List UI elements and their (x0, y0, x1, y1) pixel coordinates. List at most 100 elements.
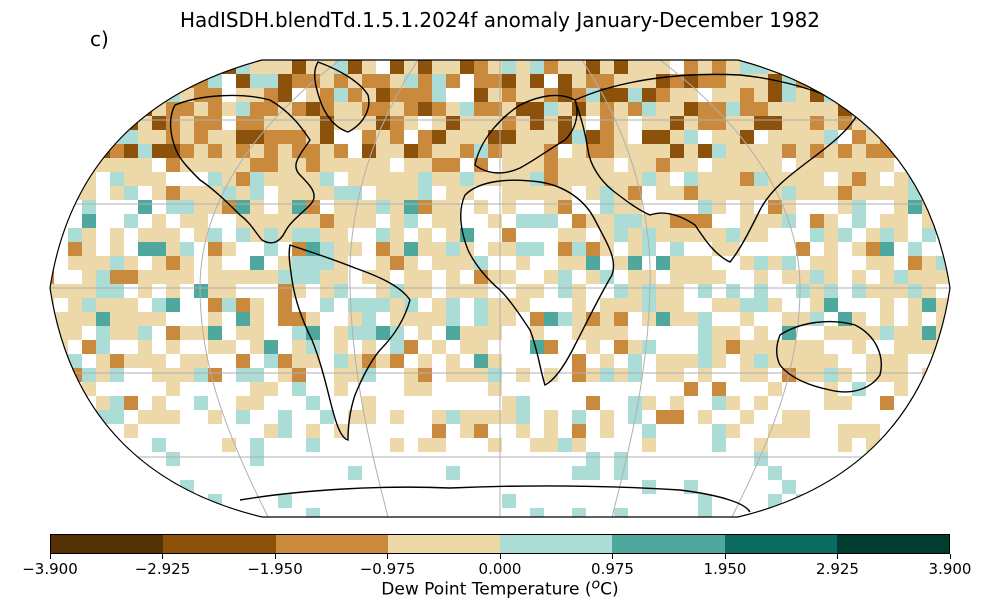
anomaly-cell (180, 88, 194, 102)
anomaly-cell (166, 452, 180, 466)
anomaly-cell (628, 88, 642, 102)
anomaly-cell (754, 74, 768, 88)
anomaly-cell (180, 326, 194, 340)
anomaly-cell (838, 228, 852, 242)
colorbar-segment (724, 535, 837, 553)
colorbar-segment (163, 535, 276, 553)
anomaly-cell (446, 228, 460, 242)
anomaly-cell (936, 102, 950, 116)
anomaly-cell (824, 158, 838, 172)
anomaly-cell (250, 452, 264, 466)
anomaly-cell (852, 424, 866, 438)
anomaly-cell (180, 116, 194, 130)
anomaly-cell (544, 438, 558, 452)
anomaly-cell (96, 312, 110, 326)
anomaly-cell (348, 410, 362, 424)
anomaly-cell (82, 60, 96, 74)
anomaly-cell (152, 396, 166, 410)
anomaly-cell (656, 144, 670, 158)
anomaly-cell (124, 158, 138, 172)
anomaly-cell (768, 158, 782, 172)
anomaly-cell (782, 312, 796, 326)
anomaly-cell (348, 172, 362, 186)
anomaly-cell (712, 172, 726, 186)
anomaly-cell (404, 242, 418, 256)
anomaly-cell (362, 102, 376, 116)
colorbar-tick (724, 554, 726, 559)
anomaly-cell (488, 410, 502, 424)
anomaly-cell (180, 508, 194, 517)
anomaly-cell (390, 214, 404, 228)
anomaly-cell (208, 130, 222, 144)
anomaly-cell (166, 256, 180, 270)
anomaly-cell (138, 508, 152, 517)
anomaly-cell (278, 368, 292, 382)
anomaly-cell (110, 256, 124, 270)
anomaly-cell (614, 466, 628, 480)
anomaly-cell (782, 270, 796, 284)
anomaly-cell (124, 74, 138, 88)
anomaly-cell (110, 508, 124, 517)
anomaly-cell (390, 144, 404, 158)
anomaly-cell (278, 298, 292, 312)
anomaly-cell (754, 284, 768, 298)
anomaly-cell (236, 88, 250, 102)
anomaly-cell (712, 60, 726, 74)
anomaly-cell (474, 326, 488, 340)
anomaly-cell (908, 200, 922, 214)
anomaly-cell (922, 88, 936, 102)
anomaly-cell (306, 396, 320, 410)
anomaly-cell (208, 228, 222, 242)
anomaly-cell (866, 60, 880, 74)
anomaly-cell (880, 256, 894, 270)
anomaly-cell (404, 382, 418, 396)
anomaly-cell (712, 228, 726, 242)
anomaly-cell (656, 186, 670, 200)
anomaly-cell (810, 144, 824, 158)
anomaly-cell (278, 116, 292, 130)
anomaly-cell (754, 270, 768, 284)
anomaly-cell (208, 116, 222, 130)
anomaly-cell (824, 256, 838, 270)
anomaly-cell (124, 424, 138, 438)
anomaly-cell (474, 60, 488, 74)
anomaly-cell (698, 410, 712, 424)
anomaly-cell (824, 60, 838, 74)
anomaly-cell (348, 200, 362, 214)
anomaly-cell (866, 172, 880, 186)
anomaly-cell (936, 396, 950, 410)
anomaly-cell (334, 354, 348, 368)
anomaly-cell (110, 242, 124, 256)
anomaly-cell (922, 102, 936, 116)
anomaly-cell (404, 88, 418, 102)
anomaly-cell (866, 102, 880, 116)
anomaly-cell (292, 340, 306, 354)
anomaly-cell (614, 102, 628, 116)
anomaly-cell (530, 144, 544, 158)
anomaly-cell (306, 424, 320, 438)
anomaly-cell (908, 88, 922, 102)
anomaly-cell (194, 284, 208, 298)
anomaly-cell (320, 88, 334, 102)
anomaly-cell (880, 312, 894, 326)
anomaly-cell (110, 186, 124, 200)
anomaly-cell (600, 144, 614, 158)
colorbar-tick (499, 554, 501, 559)
anomaly-cell (166, 242, 180, 256)
anomaly-cell (376, 102, 390, 116)
anomaly-cell (446, 172, 460, 186)
anomaly-cell (110, 284, 124, 298)
anomaly-cell (768, 200, 782, 214)
anomaly-cell (880, 130, 894, 144)
anomaly-cell (614, 298, 628, 312)
anomaly-cell (488, 130, 502, 144)
anomaly-cell (936, 452, 950, 466)
anomaly-cell (180, 144, 194, 158)
anomaly-cell (236, 130, 250, 144)
anomaly-cell (558, 256, 572, 270)
world-map (49, 59, 951, 518)
anomaly-cell (208, 368, 222, 382)
anomaly-cell (824, 102, 838, 116)
anomaly-cell (208, 256, 222, 270)
anomaly-cell (614, 186, 628, 200)
